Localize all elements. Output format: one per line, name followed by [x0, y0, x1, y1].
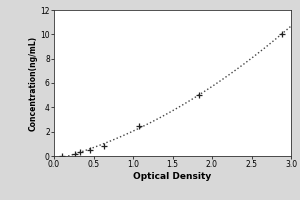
Point [87, 149, 92, 152]
Point [77, 151, 82, 154]
Point [59, 154, 64, 158]
Point [279, 33, 284, 36]
Point [72, 153, 77, 156]
X-axis label: Optical Density: Optical Density [134, 172, 212, 181]
Point [196, 94, 201, 97]
Y-axis label: Concentration(ng/mL): Concentration(ng/mL) [28, 35, 38, 131]
Point [136, 124, 141, 127]
Point [102, 145, 106, 148]
